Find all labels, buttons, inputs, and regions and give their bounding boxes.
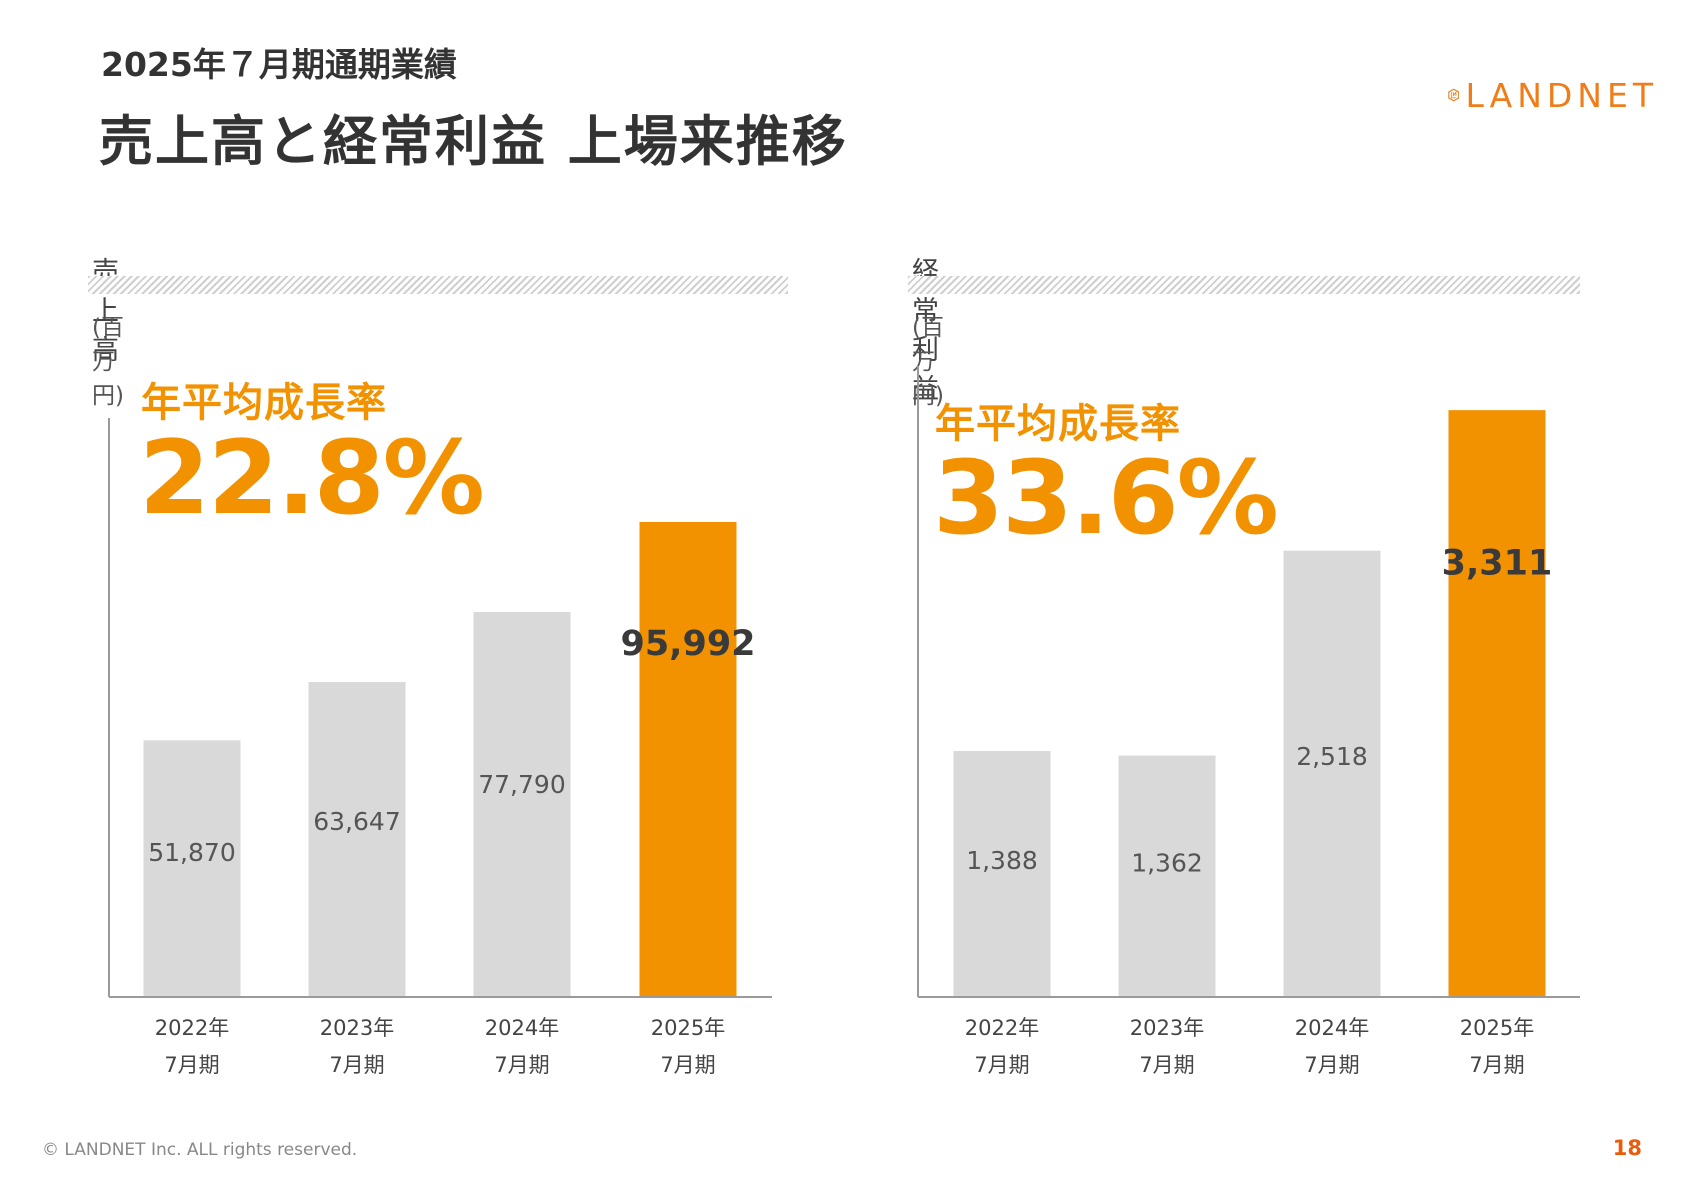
landnet-logo-icon bbox=[1448, 88, 1460, 102]
x-tick-label-3-1: 7月期 bbox=[1469, 1053, 1524, 1077]
x-tick-label-3-0: 2025年 bbox=[651, 1016, 725, 1040]
x-tick-label-1-1: 7月期 bbox=[329, 1053, 384, 1077]
bar-3 bbox=[639, 521, 737, 997]
page-number: 18 bbox=[1612, 1136, 1642, 1160]
bar-value-label-0: 51,870 bbox=[148, 838, 235, 867]
bar-value-label-3: 95,992 bbox=[620, 624, 755, 664]
bar-1 bbox=[308, 682, 406, 997]
profit-title-underline bbox=[908, 276, 1580, 294]
x-tick-label-1-1: 7月期 bbox=[1139, 1053, 1194, 1077]
bar-value-label-1: 63,647 bbox=[313, 807, 400, 836]
bar-1 bbox=[1118, 755, 1216, 997]
logo-text: LANDNET bbox=[1465, 75, 1658, 115]
x-tick-label-3-0: 2025年 bbox=[1460, 1016, 1534, 1040]
copyright-text: © LANDNET Inc. ALL rights reserved. bbox=[42, 1140, 358, 1160]
bar-value-label-0: 1,388 bbox=[966, 846, 1038, 875]
x-tick-label-0-0: 2022年 bbox=[155, 1016, 229, 1040]
x-tick-label-1-0: 2023年 bbox=[320, 1016, 394, 1040]
x-tick-label-0-0: 2022年 bbox=[965, 1016, 1039, 1040]
x-tick-label-2-1: 7月期 bbox=[494, 1053, 549, 1077]
page-title: 売上高と経常利益 上場来推移 bbox=[99, 110, 848, 173]
bar-2 bbox=[1283, 550, 1381, 997]
sales-title-underline bbox=[88, 276, 788, 294]
bar-value-label-2: 77,790 bbox=[478, 770, 565, 799]
x-tick-label-1-0: 2023年 bbox=[1130, 1016, 1204, 1040]
bar-value-label-1: 1,362 bbox=[1131, 848, 1203, 877]
sales-cagr-value: 22.8% bbox=[139, 419, 485, 538]
x-tick-label-2-0: 2024年 bbox=[485, 1016, 559, 1040]
x-tick-label-2-0: 2024年 bbox=[1295, 1016, 1369, 1040]
bar-value-label-2: 2,518 bbox=[1296, 742, 1368, 771]
bar-2 bbox=[473, 612, 571, 997]
company-logo: LANDNET bbox=[1448, 72, 1658, 118]
bar-0 bbox=[143, 740, 241, 997]
x-tick-label-0-1: 7月期 bbox=[974, 1053, 1029, 1077]
page-subtitle: 2025年７月期通期業績 bbox=[101, 45, 457, 84]
x-tick-label-2-1: 7月期 bbox=[1304, 1053, 1359, 1077]
x-tick-label-0-1: 7月期 bbox=[164, 1053, 219, 1077]
bar-3 bbox=[1448, 410, 1546, 998]
bar-0 bbox=[953, 750, 1051, 997]
sales-unit-label: (百万円) bbox=[92, 315, 124, 409]
x-tick-label-3-1: 7月期 bbox=[660, 1053, 715, 1077]
bar-value-label-3: 3,311 bbox=[1442, 543, 1553, 583]
profit-cagr-value: 33.6% bbox=[933, 439, 1279, 558]
profit-cagr-label: 年平均成長率 bbox=[935, 401, 1181, 447]
sales-cagr-label: 年平均成長率 bbox=[141, 380, 387, 426]
profit-panel-title: 経常利益 bbox=[912, 257, 939, 405]
